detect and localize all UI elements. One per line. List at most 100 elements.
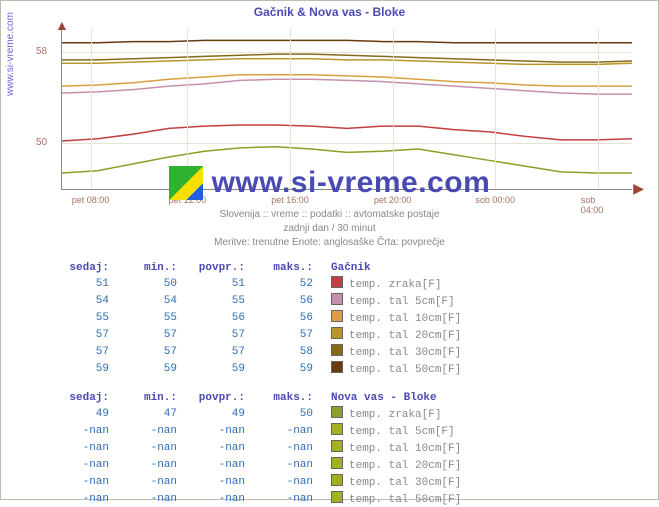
table-header-row: sedaj:min.:povpr.:maks.:Nova vas - Bloke <box>41 391 511 405</box>
chart-series <box>62 125 632 141</box>
watermark-icon <box>169 166 203 200</box>
legend-swatch-icon <box>331 344 343 356</box>
cell-label: temp. tal 10cm[F] <box>313 439 511 456</box>
cell-label: temp. tal 20cm[F] <box>313 456 511 473</box>
col-min: min.: <box>109 391 177 405</box>
col-povpr: povpr.: <box>177 261 245 275</box>
legend-swatch-icon <box>331 310 343 322</box>
legend-swatch-icon <box>331 491 343 503</box>
watermark-text: www.si-vreme.com <box>212 166 491 199</box>
cell-povpr: 51 <box>177 275 245 292</box>
legend-swatch-icon <box>331 276 343 288</box>
cell-povpr: 57 <box>177 343 245 360</box>
meta-settings: Meritve: trenutne Enote: anglosaške Črta… <box>1 237 658 248</box>
gridline <box>393 29 394 189</box>
col-maks: maks.: <box>245 391 313 405</box>
table-row: -nan-nan-nan-nantemp. tal 50cm[F] <box>41 490 511 507</box>
table-row: -nan-nan-nan-nantemp. tal 5cm[F] <box>41 422 511 439</box>
cell-povpr: -nan <box>177 422 245 439</box>
gridline <box>598 29 599 189</box>
cell-maks: 59 <box>245 360 313 377</box>
cell-sedaj: -nan <box>41 456 109 473</box>
cell-label: temp. tal 10cm[F] <box>313 309 511 326</box>
gridline <box>91 29 92 189</box>
legend-swatch-icon <box>331 327 343 339</box>
legend-swatch-icon <box>331 423 343 435</box>
cell-min: -nan <box>109 439 177 456</box>
cell-povpr: 55 <box>177 292 245 309</box>
cell-povpr: 56 <box>177 309 245 326</box>
cell-sedaj: 57 <box>41 343 109 360</box>
cell-min: 57 <box>109 326 177 343</box>
gridline <box>187 29 188 189</box>
cell-maks: -nan <box>245 490 313 507</box>
cell-maks: -nan <box>245 422 313 439</box>
cell-min: 47 <box>109 405 177 422</box>
gridline <box>62 143 632 144</box>
cell-min: 54 <box>109 292 177 309</box>
cell-label: temp. tal 30cm[F] <box>313 473 511 490</box>
cell-povpr: 57 <box>177 326 245 343</box>
y-tick-label: 50 <box>36 137 47 148</box>
cell-sedaj: 49 <box>41 405 109 422</box>
cell-sedaj: 55 <box>41 309 109 326</box>
cell-min: 57 <box>109 343 177 360</box>
cell-label: temp. tal 20cm[F] <box>313 326 511 343</box>
watermark: www.si-vreme.com <box>1 166 658 200</box>
col-maks: maks.: <box>245 261 313 275</box>
cell-povpr: -nan <box>177 439 245 456</box>
cell-label: temp. tal 5cm[F] <box>313 422 511 439</box>
data-table: sedaj:min.:povpr.:maks.:Gačnik51505152te… <box>41 261 511 377</box>
gridline <box>495 29 496 189</box>
cell-sedaj: 59 <box>41 360 109 377</box>
cell-maks: -nan <box>245 456 313 473</box>
cell-min: 59 <box>109 360 177 377</box>
group-name: Nova vas - Bloke <box>313 391 511 405</box>
cell-sedaj: 54 <box>41 292 109 309</box>
table-row: 57575758temp. tal 30cm[F] <box>41 343 511 360</box>
cell-min: -nan <box>109 490 177 507</box>
cell-label: temp. tal 5cm[F] <box>313 292 511 309</box>
cell-maks: 57 <box>245 326 313 343</box>
cell-sedaj: 57 <box>41 326 109 343</box>
cell-label: temp. tal 30cm[F] <box>313 343 511 360</box>
table-row: 54545556temp. tal 5cm[F] <box>41 292 511 309</box>
cell-label: temp. tal 50cm[F] <box>313 360 511 377</box>
cell-maks: 58 <box>245 343 313 360</box>
table-row: -nan-nan-nan-nantemp. tal 30cm[F] <box>41 473 511 490</box>
cell-maks: 56 <box>245 292 313 309</box>
meta-source: Slovenija :: vreme :: podatki :: avtomat… <box>1 209 658 220</box>
cell-min: -nan <box>109 422 177 439</box>
chart-frame: Gačnik & Nova vas - Bloke www.si-vreme.c… <box>0 0 659 500</box>
cell-min: -nan <box>109 473 177 490</box>
data-table: sedaj:min.:povpr.:maks.:Nova vas - Bloke… <box>41 391 511 507</box>
table-row: 59595959temp. tal 50cm[F] <box>41 360 511 377</box>
data-tables: sedaj:min.:povpr.:maks.:Gačnik51505152te… <box>41 261 601 507</box>
meta-range: zadnji dan / 30 minut <box>1 223 658 234</box>
cell-maks: 52 <box>245 275 313 292</box>
cell-povpr: 59 <box>177 360 245 377</box>
legend-swatch-icon <box>331 440 343 452</box>
col-min: min.: <box>109 261 177 275</box>
legend-swatch-icon <box>331 361 343 373</box>
cell-maks: 50 <box>245 405 313 422</box>
legend-swatch-icon <box>331 474 343 486</box>
cell-min: 50 <box>109 275 177 292</box>
table-row: -nan-nan-nan-nantemp. tal 10cm[F] <box>41 439 511 456</box>
cell-povpr: 49 <box>177 405 245 422</box>
col-sedaj: sedaj: <box>41 391 109 405</box>
col-povpr: povpr.: <box>177 391 245 405</box>
table-row: 55555656temp. tal 10cm[F] <box>41 309 511 326</box>
legend-swatch-icon <box>331 457 343 469</box>
cell-min: 55 <box>109 309 177 326</box>
cell-maks: 56 <box>245 309 313 326</box>
cell-povpr: -nan <box>177 473 245 490</box>
cell-sedaj: -nan <box>41 439 109 456</box>
cell-sedaj: 51 <box>41 275 109 292</box>
cell-sedaj: -nan <box>41 490 109 507</box>
cell-maks: -nan <box>245 473 313 490</box>
cell-label: temp. zraka[F] <box>313 275 511 292</box>
cell-sedaj: -nan <box>41 422 109 439</box>
table-row: 57575757temp. tal 20cm[F] <box>41 326 511 343</box>
y-tick-label: 58 <box>36 46 47 57</box>
